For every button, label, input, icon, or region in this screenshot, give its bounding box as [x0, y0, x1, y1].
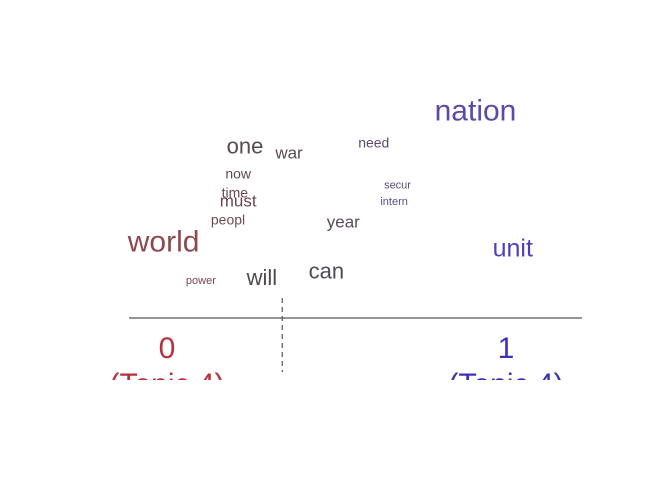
tick-label-1: 1 — [498, 332, 515, 365]
tick-label-0: 0 — [159, 332, 176, 365]
word-secur: secur — [384, 179, 411, 191]
word-need: need — [358, 134, 389, 150]
word-nation: nation — [435, 94, 517, 127]
word-power: power — [186, 275, 216, 287]
tick-sublabel-0: (Topic 4) — [109, 368, 224, 401]
word-intern: intern — [380, 196, 408, 208]
word-world: world — [127, 226, 200, 259]
word-will: will — [246, 265, 278, 290]
word-peopl: peopl — [211, 211, 245, 227]
word-war: war — [274, 144, 303, 163]
word-unit: unit — [493, 234, 533, 262]
word-can: can — [309, 259, 344, 284]
word-now: now — [225, 166, 252, 182]
word-must: must — [220, 191, 257, 210]
axis-tick-labels: 0(Topic 4)1(Topic 4) — [109, 332, 563, 401]
tick-sublabel-1: (Topic 4) — [448, 368, 563, 401]
word-one: one — [227, 134, 264, 159]
word-time: time — [222, 184, 249, 200]
word-year: year — [327, 212, 360, 231]
